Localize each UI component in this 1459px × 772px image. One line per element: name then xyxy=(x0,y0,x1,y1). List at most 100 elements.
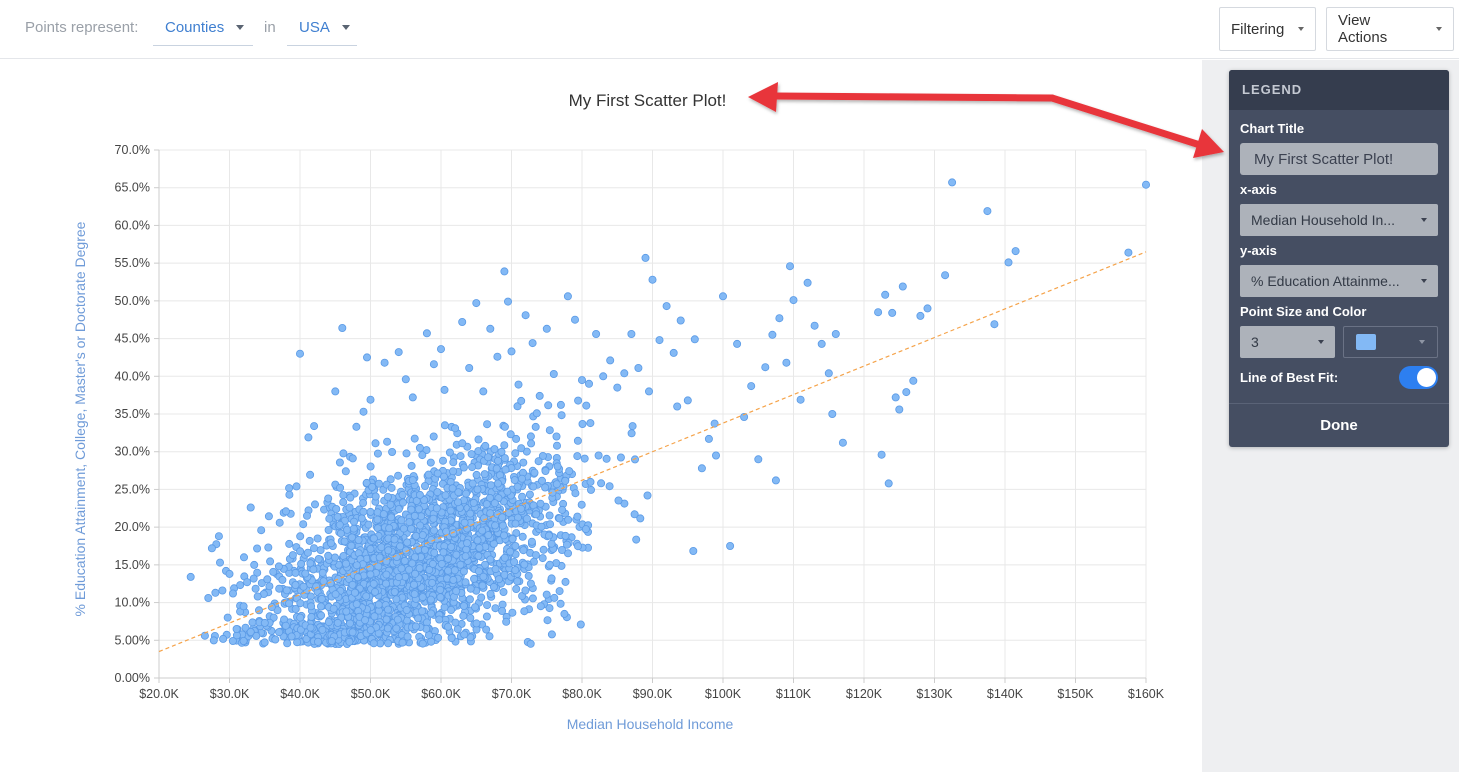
x-tick-label: $140K xyxy=(987,687,1024,701)
data-point xyxy=(662,302,671,311)
data-point xyxy=(434,633,443,642)
data-point xyxy=(528,339,537,348)
data-point xyxy=(597,479,606,488)
data-point xyxy=(527,537,536,546)
data-point xyxy=(451,424,460,433)
data-point xyxy=(532,510,541,519)
data-point xyxy=(552,432,561,441)
data-point xyxy=(349,524,358,533)
data-point xyxy=(447,606,456,615)
data-point xyxy=(347,541,356,550)
point-color-select[interactable] xyxy=(1343,326,1438,358)
data-point xyxy=(436,585,445,594)
data-point xyxy=(333,512,342,521)
data-point xyxy=(303,548,312,557)
data-point xyxy=(326,579,335,588)
y-tick-label: 10.0% xyxy=(115,596,150,610)
data-point xyxy=(269,567,278,576)
best-fit-toggle[interactable] xyxy=(1399,366,1438,389)
data-point xyxy=(209,636,218,645)
y-tick-label: 40.0% xyxy=(115,369,150,383)
y-axis-select[interactable]: % Education Attainme... xyxy=(1240,265,1438,297)
data-point xyxy=(486,509,495,518)
data-point xyxy=(250,560,259,569)
x-axis-label: x-axis xyxy=(1240,182,1277,197)
data-point xyxy=(318,625,327,634)
data-point xyxy=(335,520,344,529)
x-tick-label: $160K xyxy=(1128,687,1165,701)
data-point xyxy=(525,490,534,499)
scatter-points xyxy=(186,178,1151,649)
data-point xyxy=(316,602,325,611)
data-point xyxy=(462,489,471,498)
data-point xyxy=(527,439,536,448)
points-represent-select[interactable]: Counties xyxy=(153,10,253,46)
data-point xyxy=(331,387,340,396)
data-point xyxy=(314,554,323,563)
data-point xyxy=(360,616,369,625)
view-actions-button[interactable]: View Actions xyxy=(1326,7,1454,51)
data-point xyxy=(253,592,262,601)
data-point xyxy=(500,441,509,450)
data-point xyxy=(440,385,449,394)
data-point xyxy=(312,582,321,591)
x-axis-select[interactable]: Median Household In... xyxy=(1240,204,1438,236)
data-point xyxy=(704,434,713,443)
data-point xyxy=(518,474,527,483)
data-point xyxy=(486,481,495,490)
data-point xyxy=(550,593,559,602)
data-point xyxy=(381,579,390,588)
data-point xyxy=(412,531,421,540)
region-select[interactable]: USA xyxy=(287,10,357,46)
chart-title-input[interactable]: My First Scatter Plot! xyxy=(1240,143,1438,175)
data-point xyxy=(430,548,439,557)
best-fit-label: Line of Best Fit: xyxy=(1240,370,1339,385)
top-toolbar: Points represent: Counties in USA Filter… xyxy=(0,0,1459,59)
data-point xyxy=(537,522,546,531)
data-point xyxy=(641,253,650,262)
data-point xyxy=(586,419,595,428)
data-point xyxy=(473,485,482,494)
data-point xyxy=(340,537,349,546)
data-point xyxy=(302,634,311,643)
data-point xyxy=(643,491,652,500)
data-point xyxy=(489,582,498,591)
data-point xyxy=(257,579,266,588)
data-point xyxy=(549,369,558,378)
data-point xyxy=(282,586,291,595)
data-point xyxy=(387,513,396,522)
chart-title-label: Chart Title xyxy=(1240,121,1305,136)
data-point xyxy=(402,606,411,615)
data-point xyxy=(513,577,522,586)
data-point xyxy=(274,562,283,571)
point-size-select[interactable]: 3 xyxy=(1240,326,1335,358)
data-point xyxy=(923,304,932,313)
data-point xyxy=(571,315,580,324)
data-point xyxy=(418,451,427,460)
data-point xyxy=(317,595,326,604)
done-button[interactable]: Done xyxy=(1320,417,1358,434)
data-point xyxy=(510,476,519,485)
x-tick-label: $120K xyxy=(846,687,883,701)
data-point xyxy=(1124,248,1133,257)
x-tick-label: $20.0K xyxy=(139,687,179,701)
data-point xyxy=(232,625,241,634)
data-point xyxy=(353,573,362,582)
data-point xyxy=(435,615,444,624)
data-point xyxy=(578,376,587,385)
data-point xyxy=(330,553,339,562)
data-point xyxy=(325,514,334,523)
data-point xyxy=(526,639,535,648)
data-point xyxy=(248,618,257,627)
data-point xyxy=(246,503,255,512)
data-point xyxy=(498,607,507,616)
data-point xyxy=(387,483,396,492)
data-point xyxy=(517,444,526,453)
data-point xyxy=(407,505,416,514)
data-point xyxy=(313,534,322,543)
data-point xyxy=(467,450,476,459)
data-point xyxy=(410,590,419,599)
data-point xyxy=(292,482,301,491)
data-point xyxy=(585,379,594,388)
filtering-button[interactable]: Filtering xyxy=(1219,7,1316,51)
